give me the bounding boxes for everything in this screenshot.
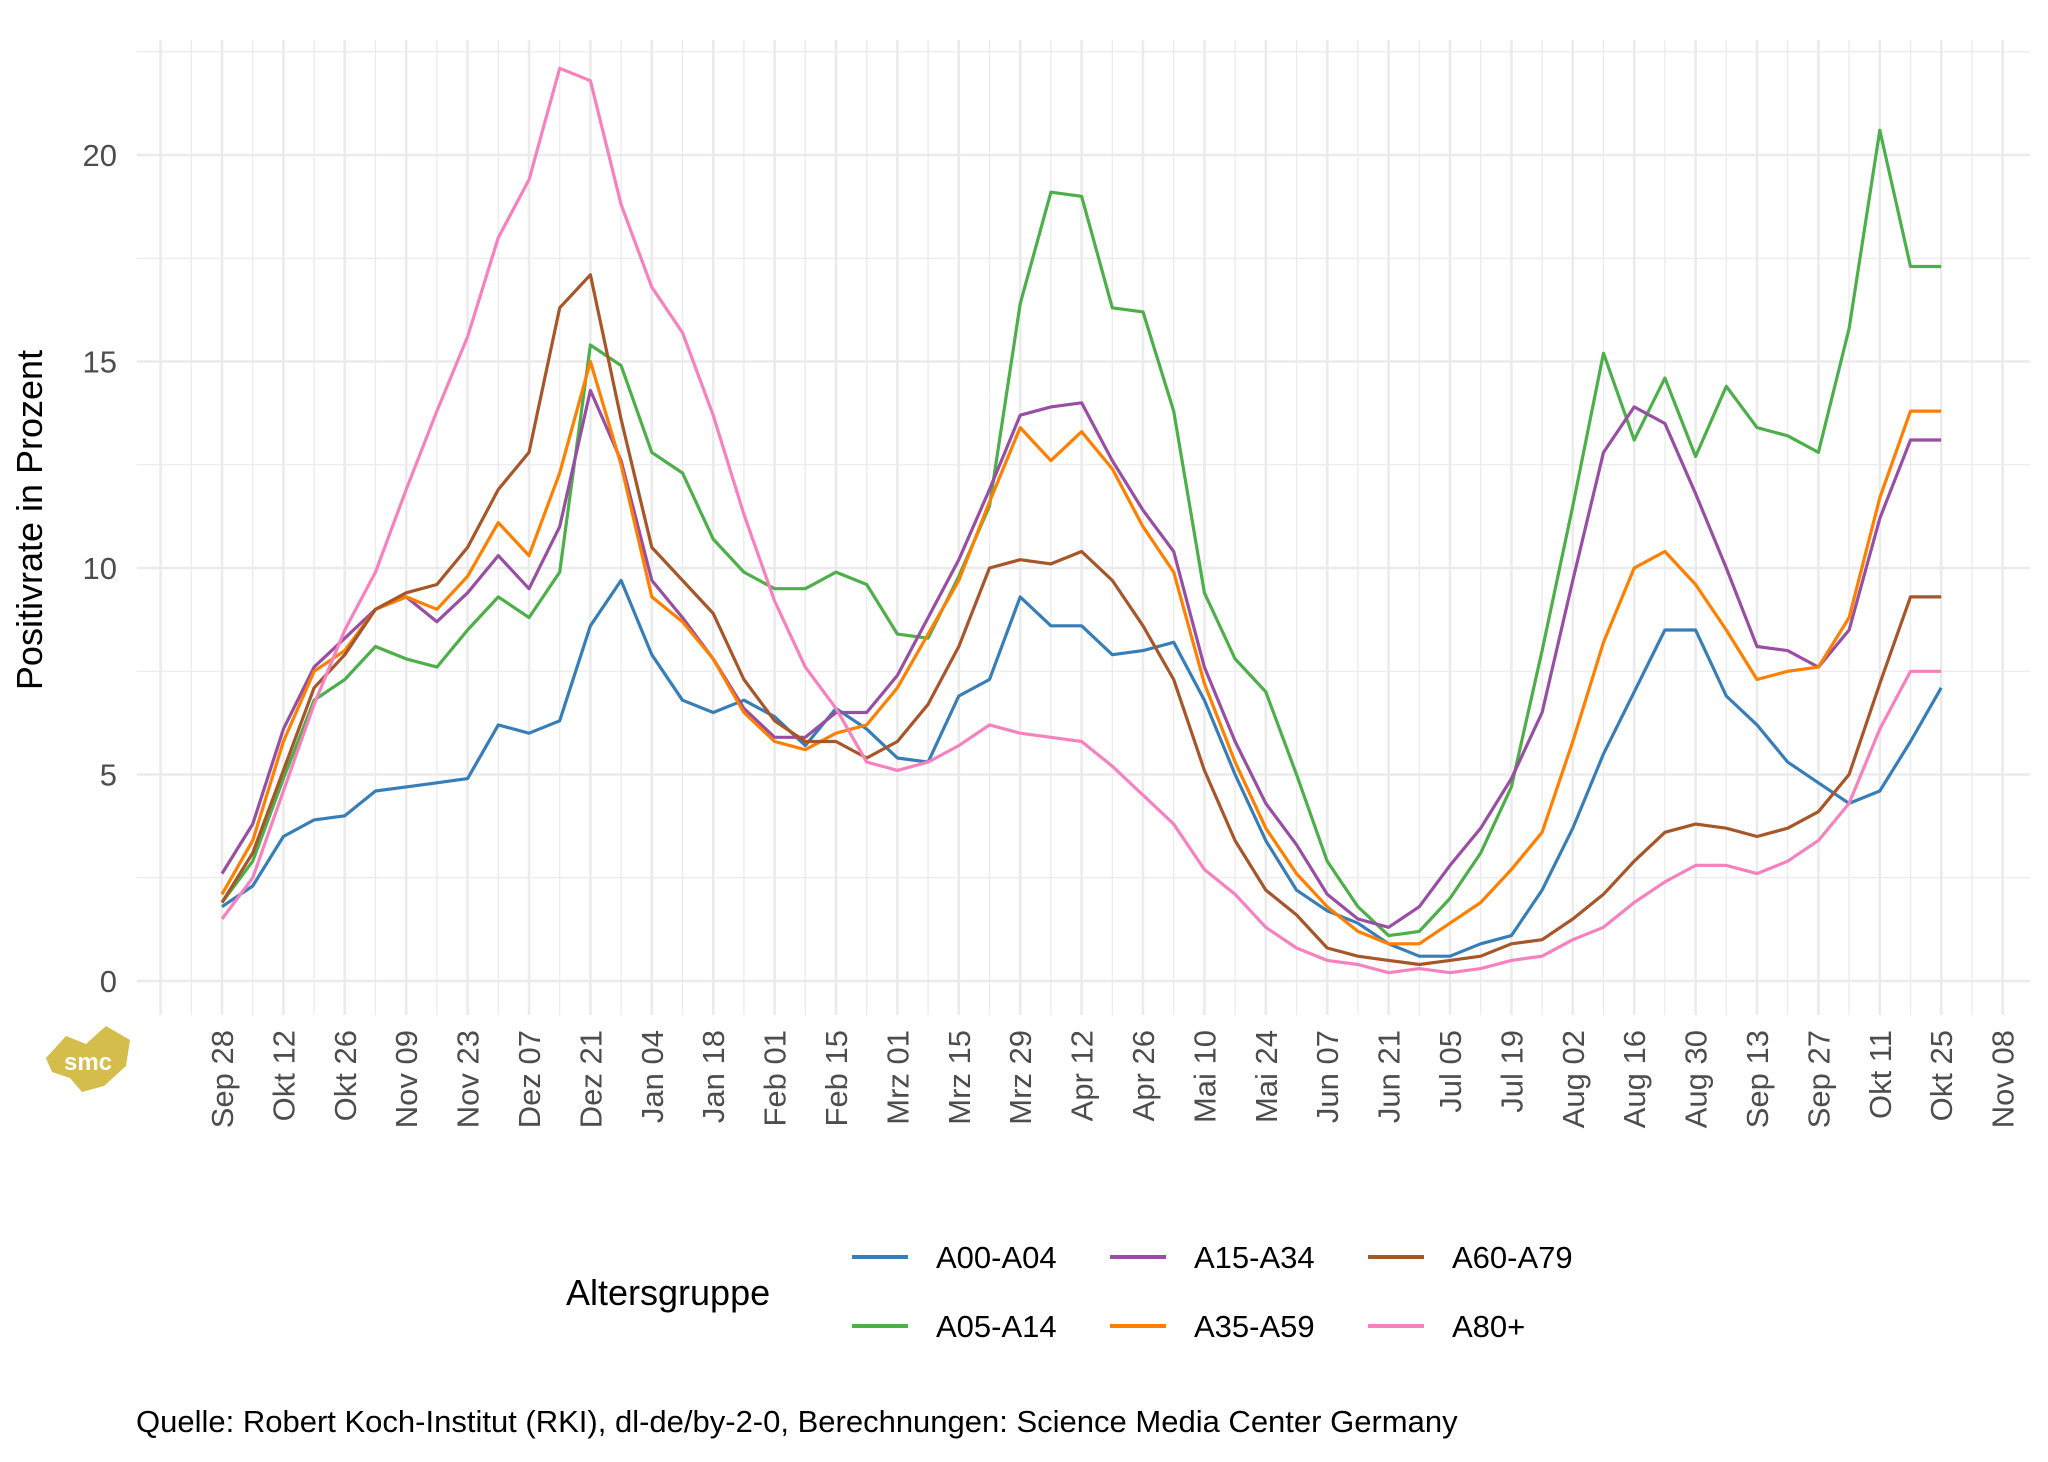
x-tick-label: Feb 15 (819, 1030, 854, 1127)
series-line-a05-a14 (220, 128, 1942, 938)
y-tick-label: 15 (83, 345, 117, 380)
series-lines (220, 66, 1943, 975)
legend-item: A15-A34 (1110, 1240, 1315, 1275)
x-tick-label: Mai 10 (1187, 1030, 1222, 1123)
legend-item: A60-A79 (1368, 1240, 1573, 1275)
source-caption: Quelle: Robert Koch-Institut (RKI), dl-d… (136, 1404, 1458, 1439)
x-tick-label: Apr 12 (1065, 1030, 1100, 1121)
x-tick-label: Apr 26 (1126, 1030, 1161, 1121)
x-tick-label: Sep 13 (1740, 1030, 1775, 1128)
x-tick-label: Aug 30 (1679, 1030, 1714, 1128)
y-axis-ticks: 0 5 10 15 20 (83, 138, 117, 999)
x-tick-label: Aug 02 (1556, 1030, 1591, 1128)
x-tick-label: Sep 27 (1801, 1030, 1836, 1128)
x-tick-label: Jul 19 (1494, 1030, 1529, 1113)
x-tick-label: Jan 04 (635, 1030, 670, 1123)
x-tick-label: Sep 28 (205, 1030, 240, 1128)
x-tick-label: Dez 07 (512, 1030, 547, 1128)
series-line-a60-a79 (220, 273, 1942, 967)
x-tick-label: Jun 07 (1310, 1030, 1345, 1123)
y-tick-label: 10 (83, 551, 117, 586)
x-tick-label: Jan 18 (696, 1030, 731, 1123)
series-line-a35-a59 (220, 359, 1942, 946)
legend-label: A05-A14 (936, 1309, 1057, 1344)
legend-item: A00-A04 (852, 1240, 1057, 1275)
x-tick-label: Jun 21 (1372, 1030, 1407, 1123)
x-tick-label: Nov 09 (389, 1030, 424, 1128)
series-line-a00-a04 (221, 578, 1943, 958)
x-tick-label: Mrz 29 (1003, 1030, 1038, 1125)
x-tick-label: Aug 16 (1617, 1030, 1652, 1128)
legend-item: A35-A59 (1110, 1309, 1315, 1344)
legend-label: A35-A59 (1194, 1309, 1315, 1344)
y-tick-label: 20 (83, 138, 117, 173)
x-tick-label: Mai 24 (1249, 1030, 1284, 1123)
x-tick-label: Dez 21 (573, 1030, 608, 1128)
legend-label: A80+ (1452, 1309, 1525, 1344)
x-tick-label: Mrz 01 (880, 1030, 915, 1125)
x-tick-label: Mrz 15 (942, 1030, 977, 1125)
x-axis-ticks: Sep 28 Okt 12 Okt 26 Nov 09 Nov 23 Dez 07 Dez … (205, 1030, 2021, 1128)
logo-shape (46, 1026, 130, 1092)
x-tick-label: Feb 01 (758, 1030, 793, 1127)
legend-label: A15-A34 (1194, 1240, 1315, 1275)
legend-label: A60-A79 (1452, 1240, 1573, 1275)
legend-title: Altersgruppe (566, 1272, 770, 1313)
x-tick-label: Okt 25 (1924, 1030, 1959, 1121)
legend: Altersgruppe A00-A04 A05-A14 A15-A34 A35-A5… (566, 1240, 1573, 1344)
y-tick-label: 0 (100, 964, 117, 999)
x-tick-label: Okt 26 (328, 1030, 363, 1121)
y-tick-label: 5 (100, 758, 117, 793)
smc-logo: smc (46, 1026, 130, 1092)
x-tick-label: Okt 11 (1863, 1030, 1898, 1119)
series-line-a15-a34 (220, 388, 1942, 929)
logo-text: smc (64, 1049, 112, 1076)
x-tick-label: Okt 12 (266, 1030, 301, 1121)
grid (137, 40, 2030, 1015)
series-line-a80plus (220, 66, 1942, 975)
x-tick-label: Jul 05 (1433, 1030, 1468, 1113)
legend-item: A80+ (1368, 1309, 1525, 1344)
legend-item: A05-A14 (852, 1309, 1057, 1344)
y-axis-title: Positivrate in Prozent (9, 350, 50, 690)
legend-label: A00-A04 (936, 1240, 1057, 1275)
x-tick-label: Nov 08 (1986, 1030, 2021, 1128)
x-tick-label: Nov 23 (451, 1030, 486, 1128)
